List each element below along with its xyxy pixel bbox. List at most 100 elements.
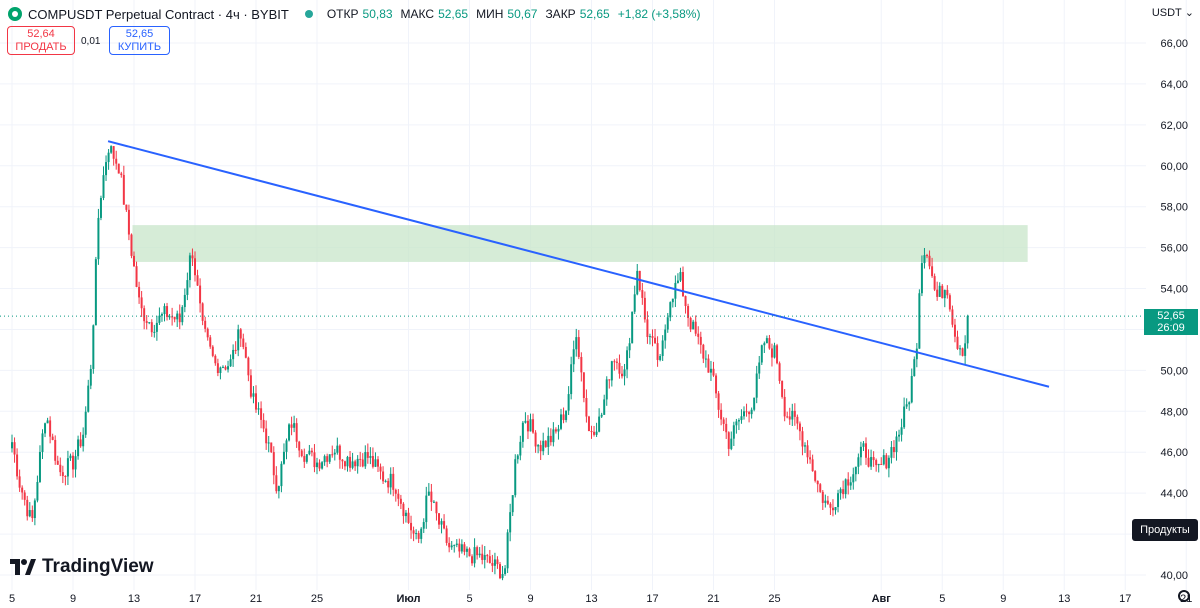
candle-body <box>593 431 596 435</box>
currency-selector[interactable]: USDT ⌄ <box>1151 6 1194 20</box>
candle-body <box>918 293 921 349</box>
candle-body <box>204 320 207 329</box>
candle-body <box>191 255 194 259</box>
candle-body <box>961 348 964 356</box>
candle-body <box>826 500 829 504</box>
candle-body <box>270 442 273 453</box>
candle-body <box>374 459 377 467</box>
candle-body <box>300 450 303 457</box>
price-tick-label: 54,00 <box>1160 284 1188 296</box>
candle-body <box>943 289 946 299</box>
buy-button[interactable]: 52,65 КУПИТЬ <box>109 26 170 55</box>
candle-body <box>125 204 128 210</box>
candle-body <box>384 480 387 482</box>
candle-body <box>669 302 672 318</box>
candle-body <box>600 414 603 417</box>
candle-body <box>791 410 794 420</box>
candle-body <box>743 411 745 417</box>
candle-body <box>290 424 293 428</box>
candle-body <box>473 547 476 564</box>
candle-body <box>379 466 382 472</box>
candle-body <box>33 500 36 519</box>
currency-label: USDT <box>1151 6 1182 19</box>
candle-body <box>623 369 626 377</box>
candle-body <box>552 429 555 443</box>
time-tick-label: 21 <box>707 593 719 605</box>
candle-body <box>308 450 311 455</box>
candle-body <box>305 454 308 462</box>
candle-body <box>554 429 557 432</box>
candle-body <box>582 372 585 398</box>
candle-body <box>145 321 148 323</box>
candle-body <box>354 461 357 467</box>
candle-body <box>926 255 928 257</box>
candle-body <box>323 456 326 463</box>
sell-button[interactable]: 52,64 ПРОДАТЬ <box>7 26 75 55</box>
candle-body <box>26 499 29 517</box>
candle-body <box>694 321 697 334</box>
candle-body <box>859 446 862 458</box>
tradingview-logo[interactable]: TradingView <box>10 556 154 578</box>
candle-body <box>809 457 812 460</box>
candle-body <box>656 343 659 360</box>
candle-body <box>892 447 895 453</box>
candle-body <box>450 545 453 548</box>
candle-body <box>661 340 664 357</box>
brand-name: TradingView <box>42 556 154 577</box>
products-button[interactable]: Продукты <box>1132 519 1198 541</box>
candle-body <box>580 356 583 373</box>
candle-body <box>915 348 918 360</box>
candle-body <box>120 173 123 175</box>
candle-body <box>117 163 120 174</box>
candle-body <box>842 489 845 495</box>
candle-body <box>476 547 479 556</box>
candle-body <box>549 435 552 443</box>
candle-body <box>966 316 969 344</box>
candle-body <box>748 412 751 415</box>
time-tick-label: 17 <box>189 593 201 605</box>
candle-body <box>448 542 451 548</box>
candle-body <box>542 440 545 452</box>
candle-body <box>224 366 227 370</box>
candle-body <box>890 447 893 458</box>
candle-body <box>806 445 809 458</box>
candle-body <box>783 396 786 417</box>
candle-body <box>704 358 707 360</box>
compound-coin-icon <box>8 7 22 21</box>
price-tick-label: 66,00 <box>1160 38 1188 50</box>
candle-body <box>394 489 397 494</box>
symbol-title[interactable]: COMPUSDT Perpetual Contract · 4ч · BYBIT <box>28 6 289 22</box>
candle-body <box>420 528 423 539</box>
candle-body <box>697 333 700 337</box>
candle-body <box>816 480 819 485</box>
candle-body <box>201 303 204 321</box>
candle-body <box>102 175 105 198</box>
candle-body <box>209 337 212 347</box>
candle-body <box>138 286 141 298</box>
candle-body <box>501 574 504 579</box>
candle-body <box>725 423 728 433</box>
candle-body <box>539 445 542 452</box>
candle-body <box>234 349 237 351</box>
candle-body <box>112 146 115 159</box>
candle-body <box>692 321 695 330</box>
time-tick-label: 5 <box>939 593 945 605</box>
candle-body <box>364 452 367 467</box>
candle-body <box>173 316 176 320</box>
candle-body <box>621 373 623 377</box>
candle-body <box>160 314 163 316</box>
candle-body <box>844 479 847 495</box>
candle-body <box>778 363 781 381</box>
candle-body <box>427 491 430 496</box>
candle-body <box>282 451 285 464</box>
candle-body <box>471 556 474 564</box>
candle-body <box>99 197 102 218</box>
candle-body <box>483 555 486 560</box>
candle-body <box>646 319 649 338</box>
time-tick-label: 25 <box>768 593 780 605</box>
candle-body <box>105 162 108 176</box>
candle-body <box>643 297 646 320</box>
settings-gear-icon[interactable] <box>1178 590 1190 602</box>
candle-body <box>737 420 740 422</box>
